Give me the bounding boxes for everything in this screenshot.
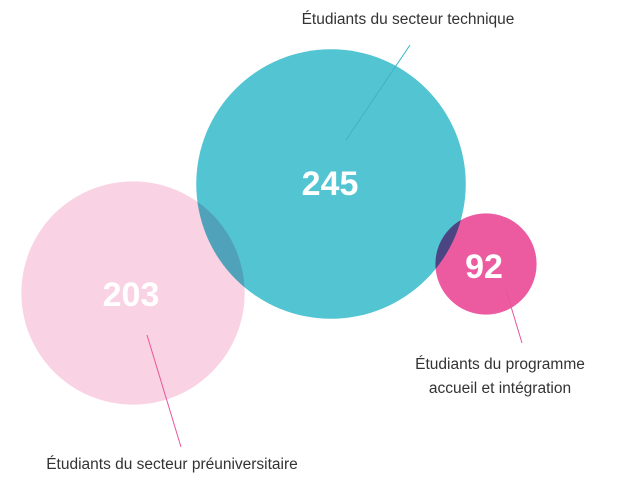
leader-line — [146, 334, 182, 448]
bubbles — [21, 49, 537, 405]
value-label: 245 — [302, 165, 359, 203]
leader-line — [345, 44, 411, 141]
overlay: 203 Étudiants du secteur préuniversitaire… — [46, 11, 585, 473]
value-label: 203 — [103, 276, 160, 314]
series-label: Étudiants du secteur préuniversitaire — [46, 456, 298, 473]
value-label: 92 — [465, 248, 503, 286]
bubble — [435, 213, 537, 315]
series-label: Étudiants du programme — [415, 356, 585, 373]
bubble — [21, 181, 245, 405]
bubble — [196, 49, 466, 319]
series-label: Étudiants du secteur technique — [302, 11, 515, 28]
leader-line — [505, 289, 523, 344]
series-label: accueil et intégration — [429, 380, 571, 397]
